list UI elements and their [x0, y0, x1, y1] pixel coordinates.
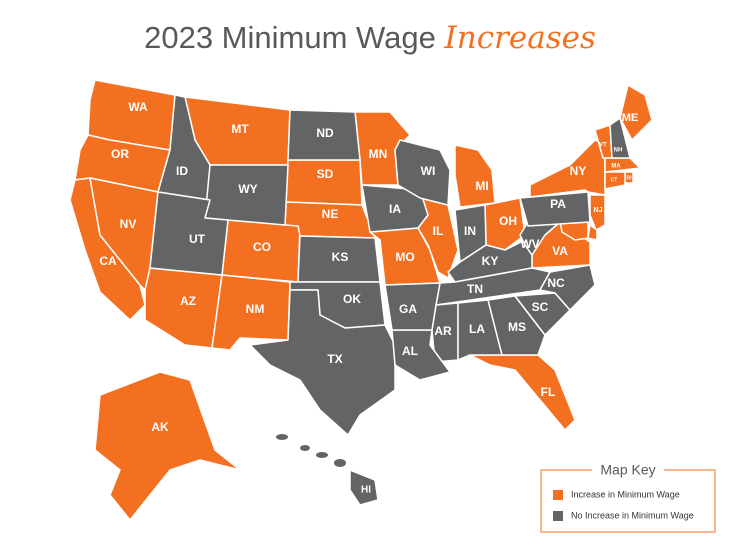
title-highlight: Increases — [443, 20, 595, 56]
state-label: VA — [552, 244, 568, 258]
state-label: WA — [128, 100, 148, 114]
state — [604, 171, 626, 190]
state — [149, 191, 229, 276]
legend-swatch — [553, 490, 563, 500]
state-label: WV — [520, 237, 539, 251]
state-label: OR — [111, 147, 129, 161]
state-label: OH — [499, 214, 517, 228]
state-label: FL — [541, 385, 556, 399]
state-label: NH — [614, 148, 623, 154]
state-label: TX — [327, 352, 342, 366]
state — [457, 299, 503, 361]
state-label: GA — [399, 302, 417, 316]
state-label: MO — [395, 250, 414, 264]
state — [249, 289, 396, 436]
state — [487, 295, 546, 356]
state — [384, 282, 441, 331]
title-main: 2023 Minimum Wage — [144, 20, 436, 55]
state-label: KS — [332, 250, 349, 264]
legend-items: Increase in Minimum Wage No Increase in M… — [553, 489, 694, 521]
legend-title: Map Key — [600, 462, 655, 478]
state-label: NE — [322, 207, 339, 221]
legend-label: No Increase in Minimum Wage — [571, 510, 694, 520]
state-label: IL — [433, 224, 444, 238]
state-label: RI — [627, 175, 633, 181]
state-label: ME — [622, 112, 639, 124]
state-label: MN — [369, 147, 388, 161]
state — [609, 117, 631, 159]
state-label: VT — [599, 143, 607, 149]
state-label: KY — [482, 254, 499, 268]
state — [539, 264, 596, 311]
state-label: MT — [231, 122, 249, 136]
state — [587, 224, 598, 241]
state-label: NM — [246, 302, 265, 316]
state-label: NY — [570, 164, 587, 178]
state — [394, 139, 451, 206]
state-label: WI — [421, 164, 436, 178]
state — [604, 157, 641, 173]
legend-box — [540, 469, 716, 533]
state-label: PA — [550, 197, 566, 211]
state-label: SC — [532, 300, 549, 314]
state-label: LA — [469, 322, 485, 336]
island — [300, 445, 310, 451]
state-label: NC — [547, 276, 565, 290]
island — [276, 434, 288, 440]
state — [94, 371, 241, 521]
states: WA OR CA NV AZ MT CO NM SD NE MN MO IL MI OH VA NY VT ME MA… — [69, 79, 653, 521]
state-label: AZ — [180, 294, 196, 308]
state-label: OK — [343, 292, 361, 306]
state-label: CO — [253, 240, 271, 254]
state-label: NJ — [594, 207, 603, 214]
state-label: ND — [316, 126, 334, 140]
state-label: CA — [99, 254, 117, 268]
state-label: TN — [467, 282, 483, 296]
state — [469, 354, 576, 431]
state-label: NV — [120, 217, 137, 231]
state-label: AR — [434, 324, 452, 338]
state-label: MI — [475, 179, 488, 193]
state-label: UT — [189, 232, 206, 246]
state-label: AL — [402, 344, 418, 358]
state — [287, 109, 361, 161]
legend-swatch — [553, 511, 563, 521]
state — [619, 84, 653, 141]
state — [519, 191, 591, 227]
state-label: IN — [464, 224, 476, 238]
state-label: ID — [176, 164, 188, 178]
state-label: HI — [361, 485, 371, 496]
state — [349, 469, 379, 506]
state-label: CT — [611, 177, 618, 183]
island — [316, 452, 328, 458]
legend-label: Increase in Minimum Wage — [571, 489, 680, 499]
state — [454, 144, 496, 208]
state — [529, 139, 606, 198]
state-label: SD — [317, 167, 334, 181]
state-label: WY — [238, 182, 257, 196]
state-label: AK — [151, 420, 169, 434]
title: 2023 Minimum Wage Increases — [144, 20, 596, 56]
island — [334, 459, 346, 467]
state-label: IA — [389, 202, 401, 216]
hawaii-islands — [276, 434, 346, 467]
legend-title-bg — [592, 462, 664, 478]
state-label: MS — [508, 320, 526, 334]
state-label: MA — [611, 164, 621, 170]
